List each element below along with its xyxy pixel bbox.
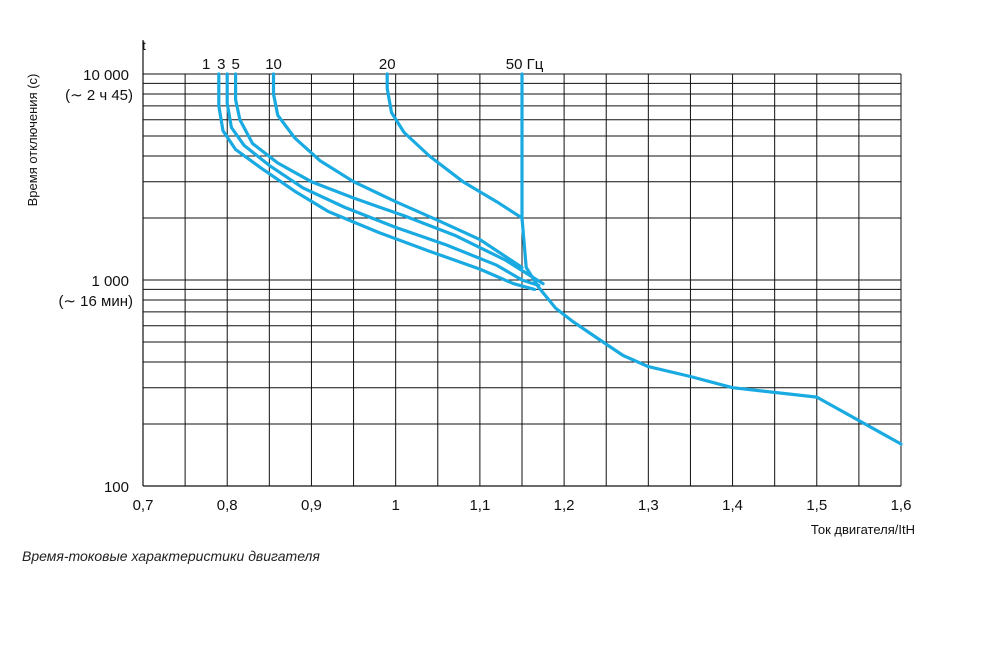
x-axis-label: Ток двигателя/ItH	[811, 522, 915, 537]
curve-label: 50 Гц	[506, 56, 544, 73]
curve-label: 5	[231, 56, 239, 73]
series-line-10	[271, 72, 524, 270]
series-line-5	[234, 72, 545, 286]
axes	[142, 40, 901, 487]
series-line-1	[217, 72, 537, 291]
y-axis-letter: t	[142, 38, 146, 53]
y-tick-label: 100	[104, 479, 129, 496]
x-tick-label: 1,4	[722, 497, 743, 514]
x-tick-label: 1,6	[891, 497, 912, 514]
curve-label: 3	[217, 56, 225, 73]
labels-group: 0,7 0,8 0,9 1 1,1 1,2 1,3 1,4 1,5 1,6 10 000 (∼ 2 ч…	[58, 56, 911, 514]
y-tick-sublabel: (∼ 16 мин)	[58, 293, 133, 310]
chart-caption: Время-токовые характеристики двигателя	[22, 548, 320, 564]
x-tick-label: 1,3	[638, 497, 659, 514]
series-group	[217, 72, 903, 446]
curve-label: 20	[379, 56, 396, 73]
x-tick-label: 0,8	[217, 497, 238, 514]
y-tick-sublabel: (∼ 2 ч 45)	[65, 87, 133, 104]
x-tick-label: 1,1	[469, 497, 490, 514]
x-tick-label: 1,5	[806, 497, 827, 514]
series-line-20	[385, 72, 524, 220]
y-axis-label: Время отключения (с)	[25, 74, 40, 207]
curve-label: 1	[202, 56, 210, 73]
series-line-50-Гц	[520, 72, 903, 446]
y-tick-label: 1 000	[91, 273, 129, 290]
x-tick-label: 0,9	[301, 497, 322, 514]
x-tick-label: 0,7	[133, 497, 154, 514]
y-tick-label: 10 000	[83, 67, 129, 84]
series-line-3	[225, 72, 541, 288]
x-tick-label: 1,2	[554, 497, 575, 514]
x-tick-label: 1	[391, 497, 399, 514]
curve-label: 10	[265, 56, 282, 73]
